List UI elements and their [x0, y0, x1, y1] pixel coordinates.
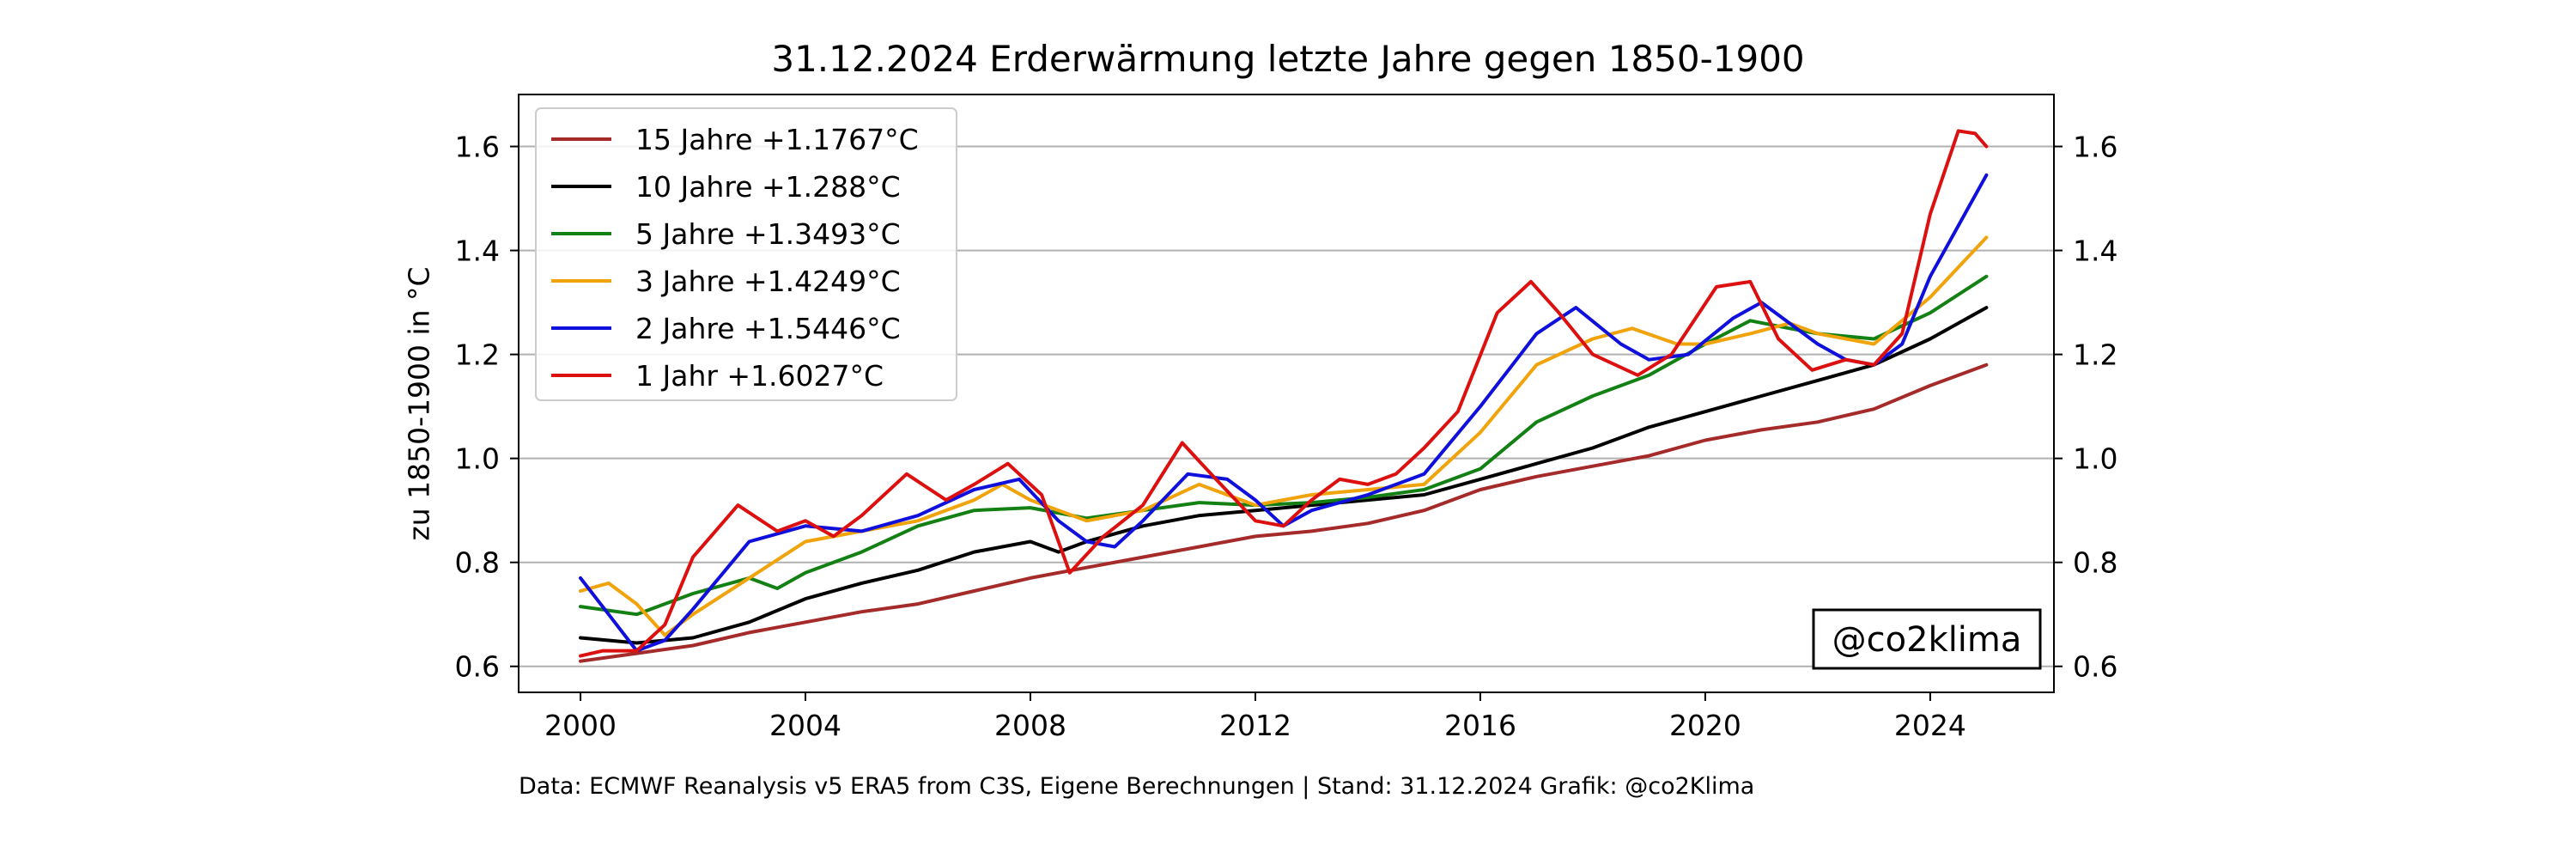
y-tick-label-left: 1.6 [455, 131, 500, 164]
legend-label: 3 Jahre +1.4249°C [635, 265, 901, 298]
y-tick-label-right: 1.6 [2073, 131, 2117, 164]
legend-label: 10 Jahre +1.288°C [635, 170, 901, 204]
y-tick-label-left: 1.4 [455, 235, 500, 268]
x-tick-label: 2000 [544, 709, 617, 742]
legend-label: 15 Jahre +1.1767°C [635, 123, 919, 156]
series-line-4 [579, 173, 1989, 653]
source-footer: Data: ECMWF Reanalysis v5 ERA5 from C3S,… [519, 773, 1755, 800]
x-tick-label: 2024 [1894, 709, 1966, 742]
y-tick-label-left: 1.0 [455, 442, 500, 476]
y-axis-ticks: 0.6 0.6 0.8 0.8 1.0 1.0 1.2 1.2 1.4 1.4 1.6 1.6 [455, 131, 2118, 684]
legend: 15 Jahre +1.1767°C 10 Jahre +1.288°C 5 Jah… [535, 107, 957, 401]
x-axis-ticks: 2000 2004 2008 2012 2016 2020 2024 [544, 692, 1966, 742]
series-line-3 [579, 235, 1989, 637]
y-tick-label-left: 1.2 [455, 338, 500, 372]
y-tick-label-left: 0.6 [455, 650, 500, 684]
watermark-box: @co2klima [1812, 608, 2042, 670]
x-tick-label: 2008 [994, 709, 1066, 742]
x-tick-label: 2020 [1669, 709, 1741, 742]
y-tick-label-right: 1.4 [2073, 235, 2117, 268]
x-tick-label: 2016 [1444, 709, 1516, 742]
series-line-0 [579, 362, 1989, 663]
y-tick-label-right: 0.8 [2073, 546, 2117, 580]
legend-label: 2 Jahre +1.5446°C [635, 312, 901, 345]
x-tick-label: 2004 [769, 709, 841, 742]
series-lines [579, 129, 1989, 663]
y-tick-label-right: 1.0 [2073, 442, 2117, 476]
watermark-text: @co2klima [1832, 620, 2022, 660]
y-tick-label-left: 0.8 [455, 546, 500, 580]
y-tick-label-right: 0.6 [2073, 650, 2117, 684]
series-line-1 [579, 306, 1989, 645]
chart-title: 31.12.2024 Erderwärmung letzte Jahre geg… [771, 38, 1805, 80]
legend-box [535, 107, 957, 401]
legend-label: 1 Jahr +1.6027°C [635, 359, 884, 393]
y-tick-label-right: 1.2 [2073, 338, 2117, 372]
series-line-5 [579, 129, 1989, 658]
plot-frame [518, 94, 2055, 693]
watermark-frame [1812, 608, 2042, 670]
legend-label: 5 Jahre +1.3493°C [635, 217, 901, 251]
x-tick-label: 2012 [1219, 709, 1291, 742]
